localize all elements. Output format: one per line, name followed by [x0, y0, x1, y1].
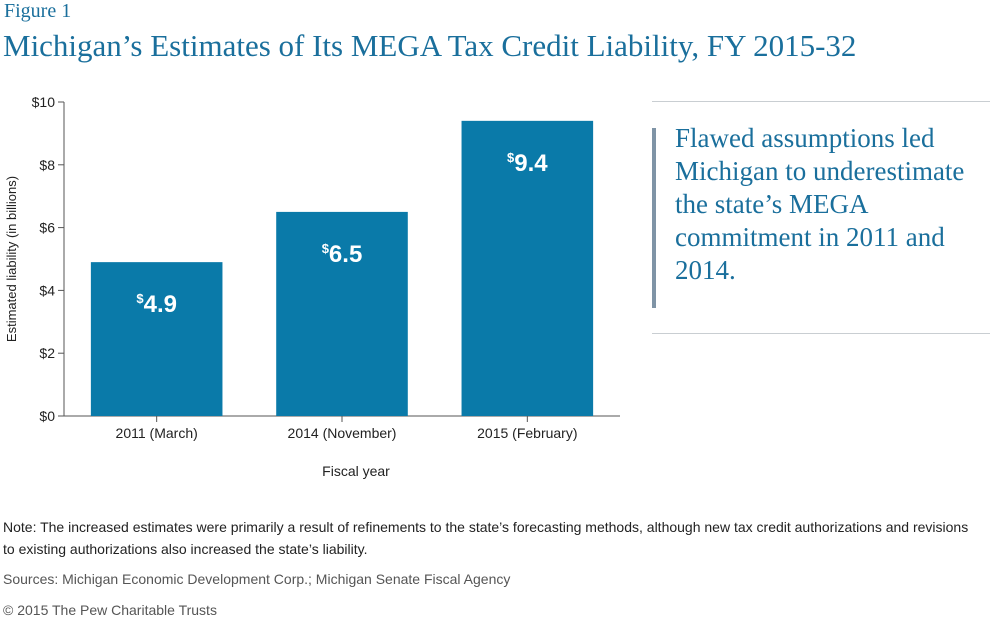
chart-note: Note: The increased estimates were prima…: [3, 519, 969, 557]
y-tick-label: $0: [39, 408, 55, 424]
callout-accent-bar: [652, 128, 656, 308]
bar-data-label: $6.5: [322, 241, 363, 268]
y-tick-label: $8: [39, 157, 55, 173]
bar: [461, 120, 594, 416]
chart-sources: Sources: Michigan Economic Development C…: [3, 571, 511, 587]
callout-bottom-rule: [652, 333, 990, 334]
x-tick-label: 2011 (March): [116, 425, 198, 441]
bar-data-label: $9.4: [507, 150, 548, 177]
bar: [276, 211, 408, 416]
y-tick-label: $6: [39, 220, 55, 236]
y-tick-label: $4: [39, 282, 55, 298]
bar-data-label: $4.9: [136, 291, 177, 318]
bar-chart: $0 $2 $4 $6 $8 $10 Estimated liability (in bil…: [4, 94, 620, 479]
x-tick-label: 2015 (February): [477, 425, 577, 441]
bar: [90, 262, 223, 416]
callout-text: Flawed assumptions led Michigan to under…: [675, 123, 965, 285]
copyright: © 2015 The Pew Charitable Trusts: [3, 602, 217, 618]
figure-label: Figure 1: [4, 0, 72, 22]
x-tick-label: 2014 (November): [288, 425, 397, 441]
y-tick-label: $2: [39, 345, 55, 361]
chart-title: Michigan’s Estimates of Its MEGA Tax Cre…: [3, 28, 857, 63]
callout-top-rule: [652, 101, 990, 102]
y-tick-label: $10: [32, 94, 56, 110]
x-axis-label: Fiscal year: [322, 463, 390, 479]
y-axis-label: Estimated liability (in billions): [4, 176, 19, 342]
